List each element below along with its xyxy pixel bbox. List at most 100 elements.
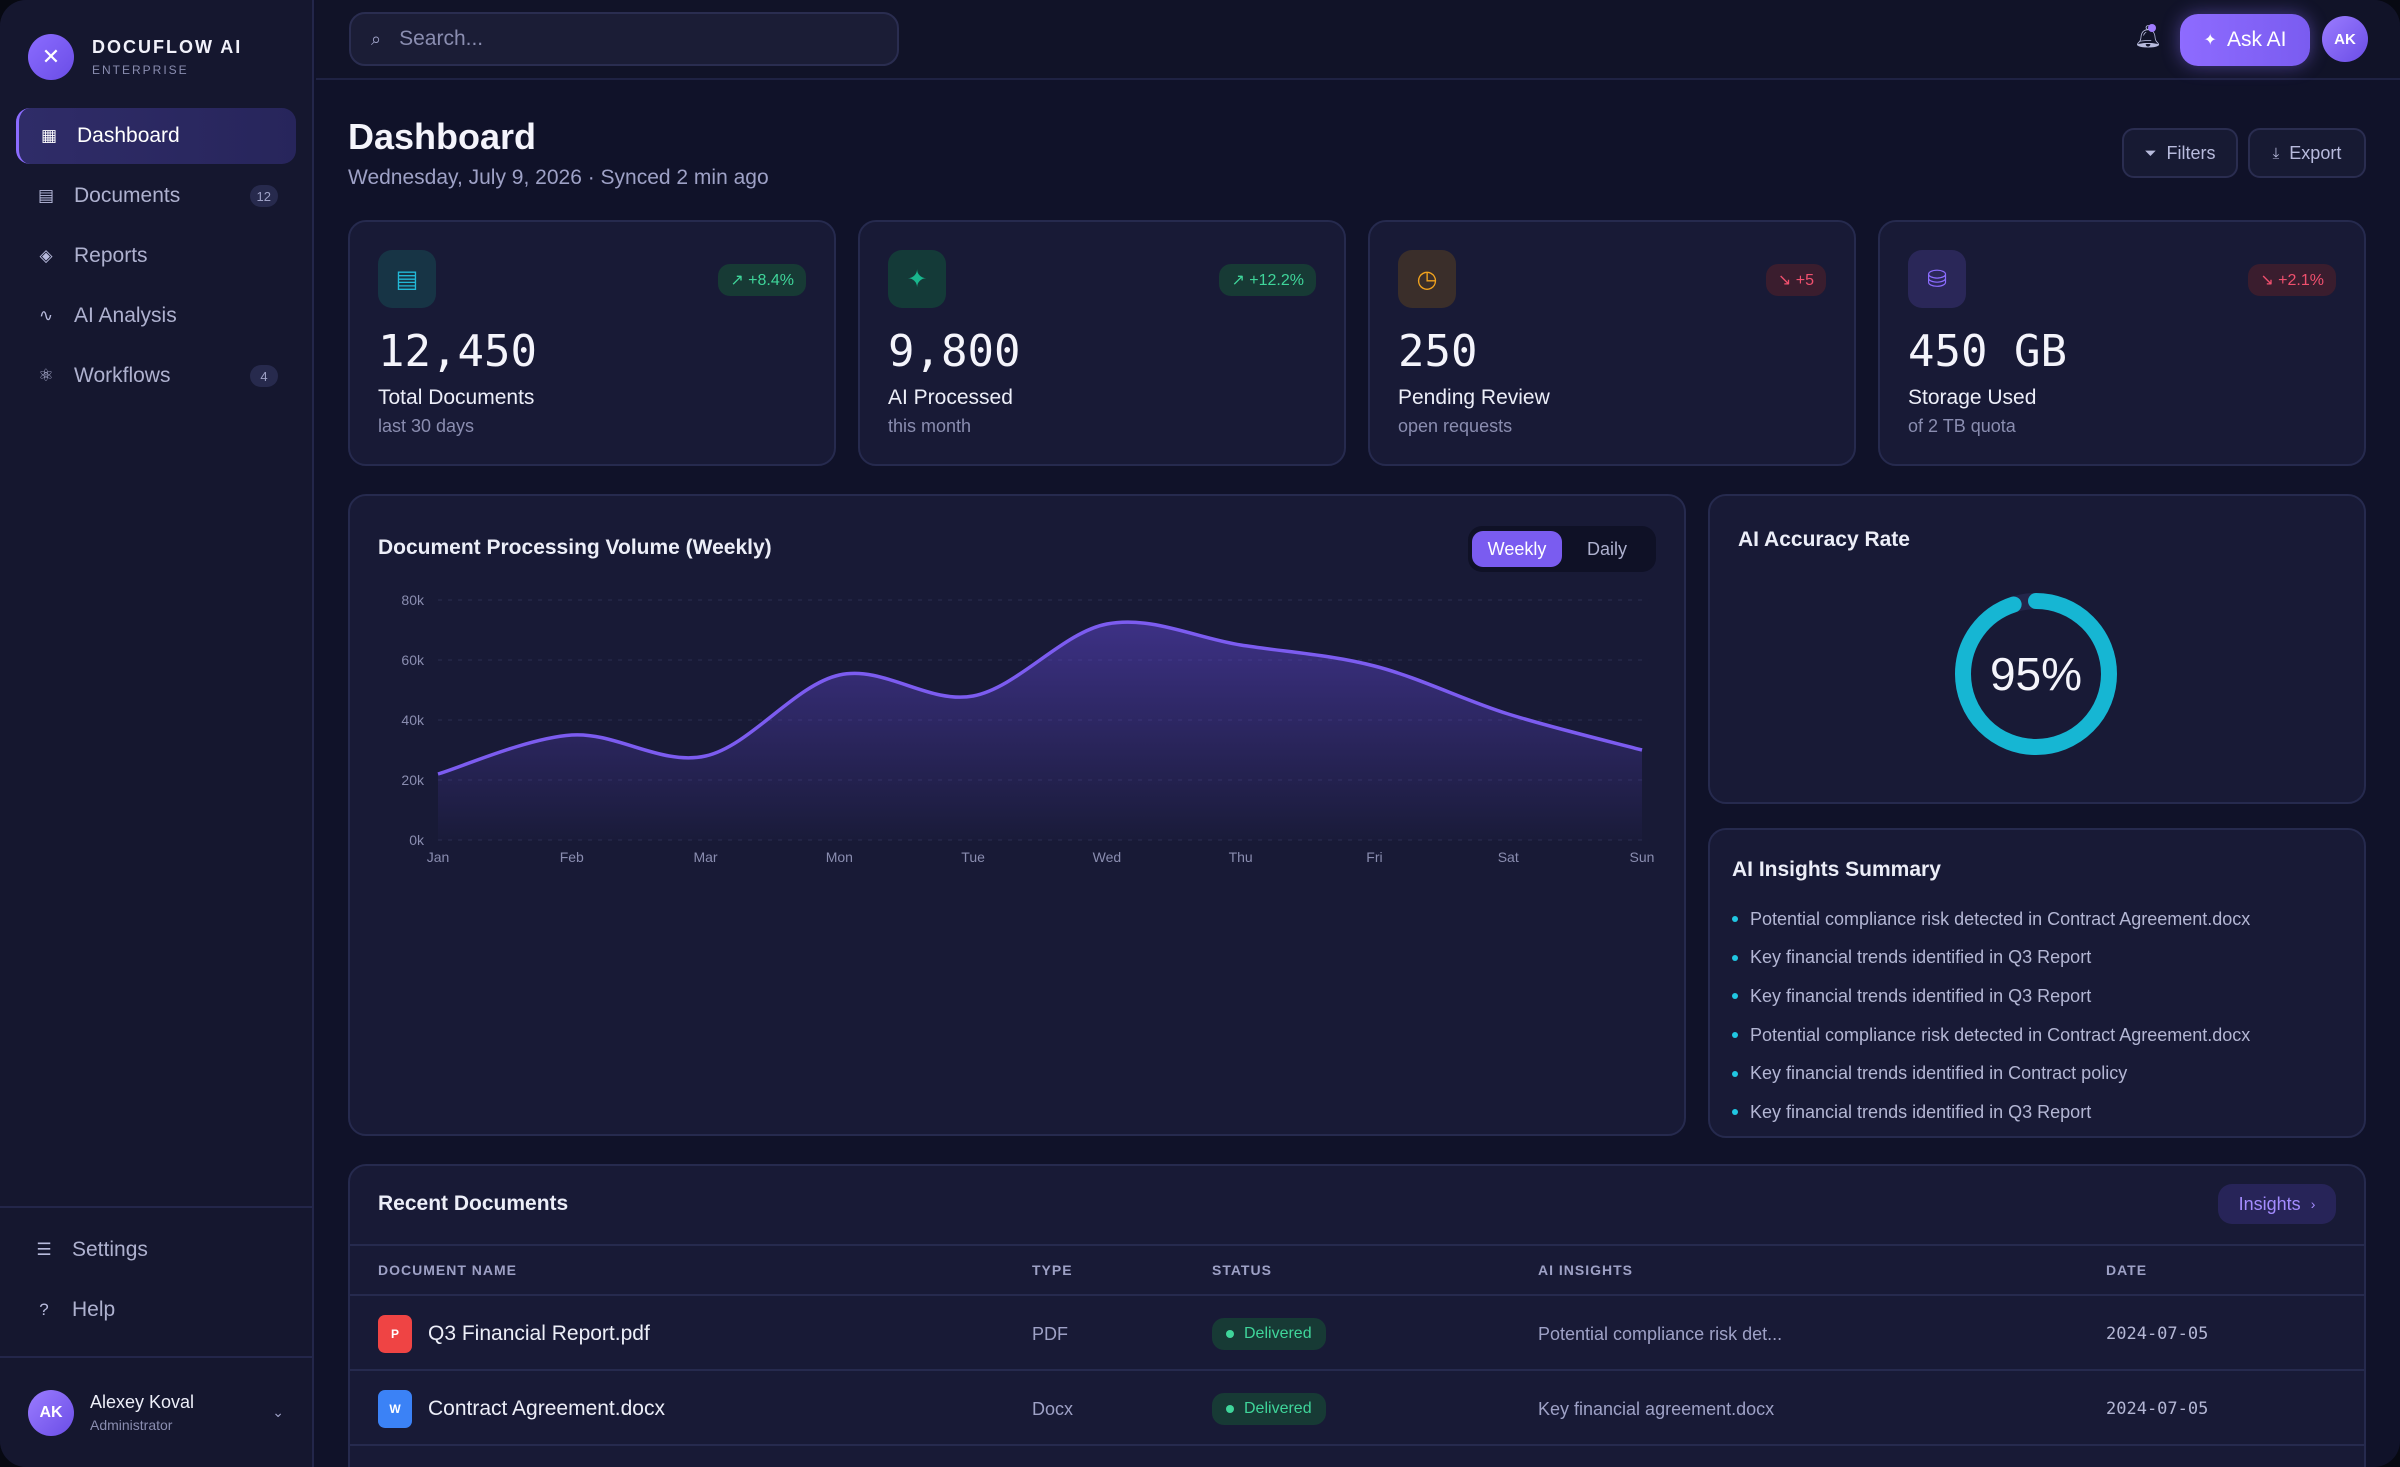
filters-label: Filters (2166, 142, 2216, 163)
sidebar-item-label: Settings (72, 1238, 148, 1261)
stat-sub: last 30 days (378, 416, 475, 436)
status-text: Delivered (1244, 1325, 1312, 1342)
list-item: Key financial trends identified in Q3 Re… (1732, 939, 2250, 978)
bell-icon[interactable]: 🔔︎ (2134, 24, 2162, 49)
notification-dot (2148, 24, 2156, 32)
accuracy-card: AI Accuracy Rate 95% (1708, 494, 2366, 804)
bullet-dot (1732, 1070, 1738, 1077)
list-item: Key financial trends identified in Q3 Re… (1732, 977, 2250, 1016)
sidebar-item-ai-analysis[interactable]: ∿ AI Analysis (16, 288, 296, 344)
column-header[interactable]: AI INSIGHTS (1538, 1262, 1634, 1278)
insights-button[interactable]: Insights › (2218, 1184, 2336, 1224)
area-fill (438, 622, 1642, 840)
y-tick-label: 20k (401, 772, 425, 788)
search-icon: ⌕ (371, 28, 382, 49)
stat-value: 9,800 (888, 326, 1021, 377)
ask-ai-button[interactable]: ✦ Ask AI (2180, 14, 2310, 66)
x-tick-label: Fri (1366, 849, 1382, 865)
brand[interactable]: ✕ DOCUFLOW AI ENTERPRISE (28, 34, 242, 80)
table-row[interactable]: P Q3 Financial Report.pdf PDF Delivered … (350, 1296, 2364, 1371)
x-tick-label: Jan (427, 849, 450, 865)
column-header[interactable]: DATE (2106, 1262, 2148, 1278)
document-name[interactable]: Q3 Financial Report.pdf (428, 1322, 650, 1345)
stat-label: AI Processed (888, 386, 1013, 409)
grid-icon: ▦ (40, 126, 58, 145)
stat-label: Storage Used (1908, 386, 2037, 409)
main-nav: ▦ Dashboard ▤ Documents 12 ◈ Reports ∿ A… (16, 108, 296, 408)
stat-card-pending-review[interactable]: ◷ ↘ +5 250 Pending Review open requests (1368, 220, 1856, 466)
sparkle-icon: ✦ (2203, 32, 2217, 49)
toggle-weekly[interactable]: Weekly (1472, 531, 1562, 567)
user-menu[interactable]: AK Alexey Koval Administrator ⌄ (0, 1356, 314, 1467)
download-icon: ⤓ (2272, 144, 2280, 162)
stat-label: Total Documents (378, 386, 535, 409)
bullet-dot (1732, 916, 1738, 923)
document-type: PDF (1032, 1324, 1068, 1344)
help-icon: ? (39, 1300, 49, 1319)
sidebar-item-workflows[interactable]: ⚛ Workflows 4 (16, 348, 296, 404)
sidebar-item-settings[interactable]: ☰ Settings (0, 1222, 314, 1278)
trend-badge: ↗ +12.2% (1219, 264, 1316, 296)
ai-insight: Key financial agreement.docx (1538, 1399, 1775, 1419)
count-badge: 12 (249, 185, 278, 207)
status-badge: Delivered (1212, 1393, 1326, 1425)
sidebar-item-help[interactable]: ? Help (0, 1282, 314, 1338)
stat-sub: open requests (1398, 416, 1513, 436)
sidebar-item-reports[interactable]: ◈ Reports (16, 228, 296, 284)
chevron-down-icon[interactable]: ⌄ (272, 1404, 284, 1420)
insight-text: Key financial trends identified in Q3 Re… (1750, 985, 2092, 1006)
column-header[interactable]: TYPE (1032, 1262, 1073, 1278)
filter-icon: ⏷ (2144, 144, 2157, 162)
sidebar-item-documents[interactable]: ▤ Documents 12 (16, 168, 296, 224)
recent-title: Recent Documents (378, 1192, 569, 1215)
toggle-daily[interactable]: Daily (1586, 538, 1627, 559)
document-date: 2024-07-05 (2106, 1399, 2209, 1419)
sidebar-item-label: Documents (74, 184, 181, 207)
column-header[interactable]: DOCUMENT NAME (378, 1262, 517, 1278)
insights-card: AI Insights Summary Potential compliance… (1708, 828, 2366, 1138)
table-header: DOCUMENT NAME TYPE STATUS AI INSIGHTS DA… (350, 1244, 2364, 1296)
chevron-right-icon: › (2310, 1196, 2316, 1212)
page-subtitle: Wednesday, July 9, 2026 · Synced 2 min a… (348, 166, 769, 189)
volume-chart-card: Document Processing Volume (Weekly) Week… (348, 494, 1686, 1136)
brand-name: DOCUFLOW AI (92, 37, 243, 57)
y-tick-label: 0k (409, 832, 425, 848)
y-tick-label: 40k (401, 712, 425, 728)
stat-card-ai-processed[interactable]: ✦ ↗ +12.2% 9,800 AI Processed this month (858, 220, 1346, 466)
bullet-dot (1732, 954, 1738, 961)
status-dot (1226, 1405, 1234, 1413)
insight-text: Key financial trends identified in Q3 Re… (1750, 947, 2092, 968)
insight-text: Key financial trends identified in Q3 Re… (1750, 1101, 2092, 1122)
stat-value: 450 GB (1908, 326, 2067, 377)
insights-list: Potential compliance risk detected in Co… (1732, 900, 2250, 1132)
stat-sub: this month (888, 416, 972, 436)
document-name[interactable]: Contract Agreement.docx (428, 1397, 665, 1420)
stat-card-total-documents[interactable]: ▤ ↗ +8.4% 12,450 Total Documents last 30… (348, 220, 836, 466)
sidebar-item-label: Workflows (74, 364, 171, 387)
insight-text: Key financial trends identified in Contr… (1750, 1063, 2128, 1084)
search-bar: ⌕ (349, 12, 899, 66)
column-header[interactable]: STATUS (1212, 1262, 1272, 1278)
list-item: Key financial trends identified in Q3 Re… (1732, 1093, 2250, 1132)
table-row[interactable]: W Contract Agreement.docx Docx Delivered… (350, 1371, 2364, 1446)
sidebar-item-label: Help (72, 1298, 116, 1321)
document-icon: ▤ (37, 186, 55, 205)
ask-ai-label: Ask AI (2226, 28, 2287, 51)
database-icon: ⛁ (1908, 250, 1966, 308)
recent-documents-card: Recent Documents Insights › DOCUMENT NAM… (348, 1164, 2366, 1467)
count-badge: 4 (250, 365, 278, 387)
stat-sub: of 2 TB quota (1908, 416, 2016, 436)
search-input[interactable] (399, 27, 860, 51)
user-role: Administrator (90, 1417, 173, 1433)
stat-label: Pending Review (1398, 386, 1550, 409)
sidebar-item-dashboard[interactable]: ▦ Dashboard (16, 108, 296, 164)
accuracy-ring (1955, 593, 2117, 755)
avatar[interactable]: AK (2322, 16, 2368, 62)
sparkle-icon: ✦ (888, 250, 946, 308)
export-button[interactable]: ⤓ Export (2248, 128, 2366, 178)
filters-button[interactable]: ⏷ Filters (2122, 128, 2238, 178)
stat-card-storage-used[interactable]: ⛁ ↘ +2.1% 450 GB Storage Used of 2 TB qu… (1878, 220, 2366, 466)
period-toggle: Weekly Daily (1468, 526, 1656, 572)
topbar: ⌕ 🔔︎ ✦ Ask AI AK (316, 0, 2400, 80)
